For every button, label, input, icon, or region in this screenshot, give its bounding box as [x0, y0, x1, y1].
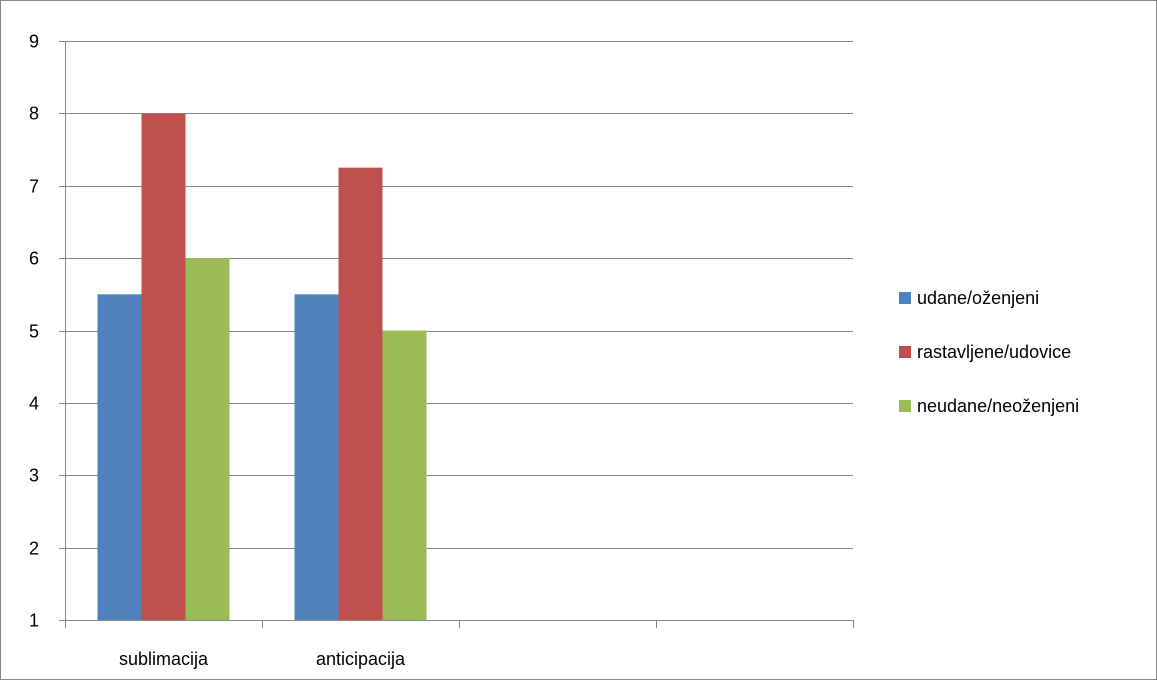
bar-sublimacija-udane/oženjeni	[97, 294, 142, 620]
y-tick-label: 4	[29, 394, 39, 414]
axes	[59, 41, 854, 628]
legend-label: neudane/neoženjeni	[917, 396, 1079, 416]
legend-label: udane/oženjeni	[917, 288, 1039, 308]
category-label: sublimacija	[119, 649, 209, 669]
bar-sublimacija-neudane/neoženjeni	[185, 258, 230, 620]
y-tick-label: 7	[29, 177, 39, 197]
y-tick-label: 3	[29, 466, 39, 486]
category-labels: sublimacija anticipacija	[119, 649, 406, 669]
legend-swatch	[899, 346, 911, 358]
bar-anticipacija-udane/oženjeni	[294, 294, 339, 620]
legend-label: rastavljene/udovice	[917, 342, 1071, 362]
bar-anticipacija-rastavljene/udovice	[338, 167, 383, 620]
y-tick-labels: 1 2 3 4 5 6 7 8 9	[29, 32, 39, 631]
legend-swatch	[899, 400, 911, 412]
y-tick-label: 2	[29, 539, 39, 559]
bar-anticipacija-neudane/neoženjeni	[382, 330, 427, 620]
y-tick-label: 1	[29, 611, 39, 631]
legend[interactable]: udane/oženjeni rastavljene/udovice neudane…	[899, 288, 1079, 416]
legend-item-3[interactable]: neudane/neoženjeni	[899, 396, 1079, 416]
bar-sublimacija-rastavljene/udovice	[141, 113, 186, 620]
y-tick-label: 5	[29, 322, 39, 342]
legend-swatch	[899, 292, 911, 304]
y-tick-label: 9	[29, 32, 39, 52]
legend-item-1[interactable]: udane/oženjeni	[899, 288, 1039, 308]
bars	[97, 113, 427, 620]
category-label: anticipacija	[316, 649, 406, 669]
y-tick-label: 8	[29, 104, 39, 124]
y-tick-label: 6	[29, 249, 39, 269]
legend-item-2[interactable]: rastavljene/udovice	[899, 342, 1071, 362]
